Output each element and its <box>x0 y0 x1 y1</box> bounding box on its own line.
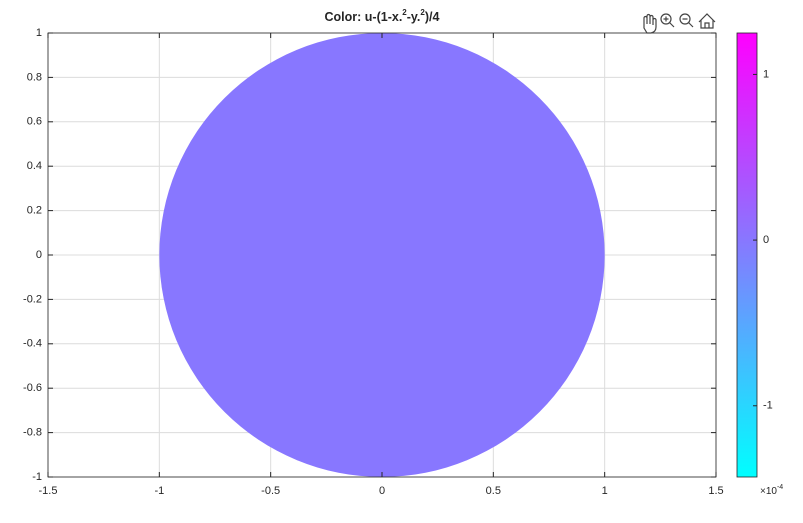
chart-title: Color: u-(1-x.2-y.2)/4 <box>325 8 440 24</box>
colorbar-tick-label: 1 <box>763 68 769 80</box>
y-tick-label: 0.6 <box>27 116 42 128</box>
y-tick-label: 1 <box>36 27 42 39</box>
disk-surface <box>159 33 605 477</box>
title-part: 2 <box>402 8 407 17</box>
x-tick-label: 0.5 <box>486 485 501 497</box>
colorbar-tick-label: -1 <box>763 400 773 412</box>
x-tick-label: -1 <box>154 485 164 497</box>
colorbar-exponent: ×10-4 <box>760 484 783 497</box>
y-tick-label: -0.4 <box>23 338 42 350</box>
home-button[interactable] <box>698 13 716 29</box>
y-tick-label: 0.4 <box>27 160 42 172</box>
title-part: )/4 <box>425 10 440 24</box>
x-tick-label: -0.5 <box>261 485 280 497</box>
plot-area: -1.5 -1 -0.5 0 0.5 1 1.5 -1 -0.8 -0.6 -0.4 -0.2 0 0.2… <box>23 27 773 497</box>
x-tick-label: 0 <box>379 485 385 497</box>
x-tick-label: -1.5 <box>39 485 58 497</box>
x-tick-label: 1 <box>602 485 608 497</box>
exponent-power: -4 <box>777 484 783 491</box>
y-tick-label: -0.2 <box>23 293 42 305</box>
y-tick-label: 0.8 <box>27 71 42 83</box>
axes-toolbar[interactable] <box>643 13 716 34</box>
colorbar <box>736 32 758 478</box>
zoom-out-button[interactable] <box>679 13 694 28</box>
y-tick-label: -0.8 <box>23 427 42 439</box>
colorbar-tick-label: 0 <box>763 234 769 246</box>
y-tick-label: 0.2 <box>27 205 42 217</box>
pan-button[interactable] <box>643 13 657 34</box>
y-tick-label: -0.6 <box>23 382 42 394</box>
title-part: 2 <box>420 8 425 17</box>
title-part: Color: u-(1-x. <box>325 10 403 24</box>
y-tick-label: -1 <box>32 471 42 483</box>
y-tick-label: 0 <box>36 249 42 261</box>
title-part: -y. <box>407 10 421 24</box>
x-tick-label: 1.5 <box>708 485 723 497</box>
exponent-base: ×10 <box>760 486 777 497</box>
zoom-in-button[interactable] <box>660 13 675 28</box>
